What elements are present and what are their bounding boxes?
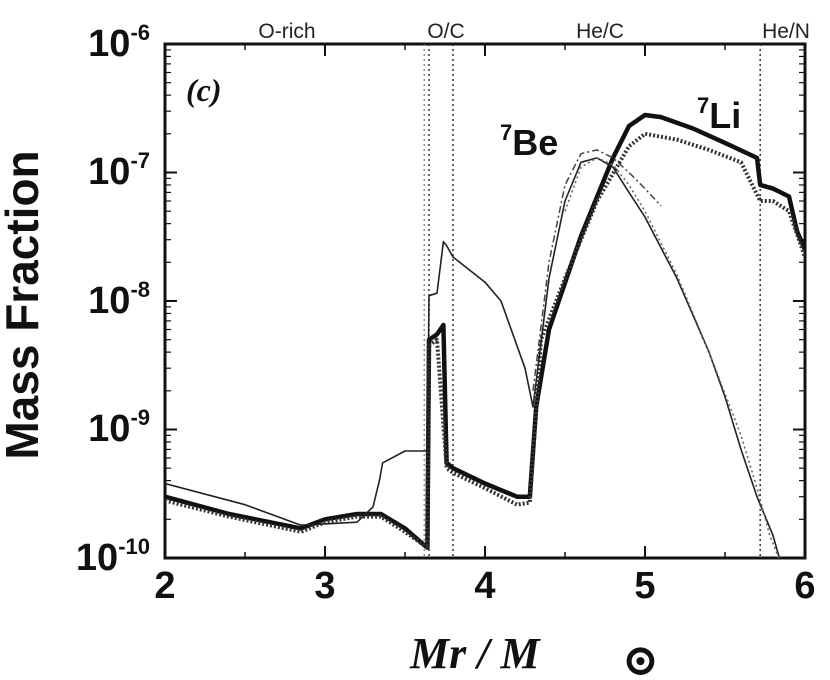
y-tick-label: 10-9 — [88, 405, 150, 450]
x-tick-labels: 2 3 4 5 6 — [154, 565, 815, 607]
series-line-7be-thin-solid — [165, 157, 781, 558]
region-labels: O-rich O/C He/C He/N — [258, 20, 810, 43]
axis-ticks — [164, 43, 806, 559]
region-label-o-rich: O-rich — [258, 20, 315, 43]
y-tick-label: 10-10 — [76, 534, 150, 579]
region-label-he-n: He/N — [762, 20, 810, 43]
y-tick-label: 10-6 — [88, 20, 150, 65]
series-label-7be: 7Be — [500, 120, 558, 163]
series-line-7be-dash-dot — [532, 149, 662, 391]
x-tick-label: 6 — [794, 565, 815, 607]
series-line-7li-thick-solid — [165, 112, 805, 551]
series-line-7be-dotted — [564, 157, 780, 558]
y-tick-labels: 10-6 10-7 10-8 10-9 10-10 — [76, 20, 150, 579]
x-tick-label: 5 — [634, 565, 655, 607]
panel-label: (c) — [186, 72, 222, 108]
series-label-7li: 7Li — [697, 93, 741, 136]
series-layer — [165, 112, 805, 558]
x-tick-label: 4 — [474, 565, 495, 607]
x-tick-label: 3 — [314, 565, 335, 607]
series-line-7li-thick-dotted — [165, 131, 805, 550]
region-label-he-c: He/C — [576, 20, 624, 43]
y-tick-label: 10-7 — [88, 148, 150, 193]
y-axis-title: Mass Fraction — [0, 150, 48, 459]
y-tick-label: 10-8 — [88, 277, 150, 322]
x-tick-label: 2 — [154, 565, 175, 607]
x-axis-title: Mr / M — [409, 629, 541, 678]
region-label-o-c: O/C — [427, 20, 464, 43]
x-axis-title-symbol: ⊙ — [622, 636, 659, 680]
